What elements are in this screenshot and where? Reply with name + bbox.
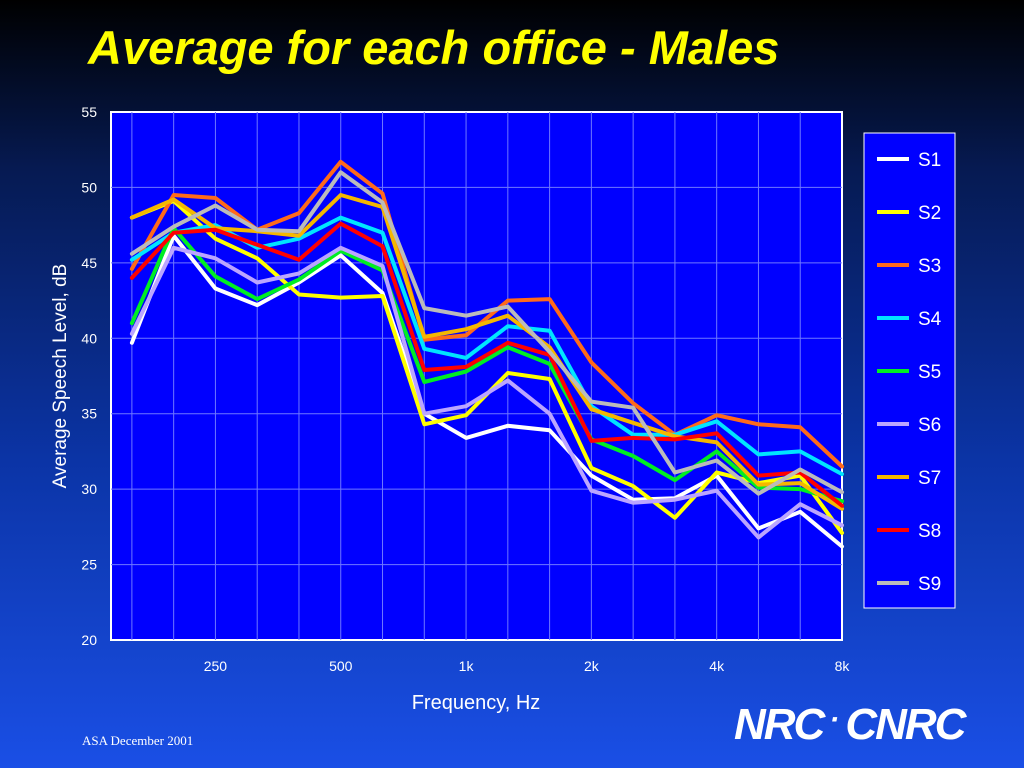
series-line-s5 xyxy=(129,226,844,504)
y-tick-label: 55 xyxy=(81,104,97,120)
series-line-s1 xyxy=(129,233,844,549)
y-tick-label: 45 xyxy=(81,255,97,271)
legend-label-s5: S5 xyxy=(918,362,941,383)
series-line-s6 xyxy=(129,245,844,540)
legend-label-s9: S9 xyxy=(918,574,941,595)
x-tick-label: 4k xyxy=(709,658,725,674)
legend-label-s4: S4 xyxy=(918,309,942,330)
legend-label-s6: S6 xyxy=(918,415,941,436)
x-tick-label: 8k xyxy=(835,658,851,674)
logo-left: NRC xyxy=(734,700,825,749)
legend-label-s1: S1 xyxy=(918,150,941,171)
legend-label-s7: S7 xyxy=(918,468,941,489)
series-lines xyxy=(129,159,844,549)
series-line-s9 xyxy=(129,170,844,496)
y-tick-label: 35 xyxy=(81,406,97,422)
logo-separator: · xyxy=(829,703,840,736)
y-axis-label: Average Speech Level, dB xyxy=(50,264,71,489)
nrc-cnrc-logo: NRC · CNRC xyxy=(734,700,966,750)
axis-ticks: 20 25 30 35 40 45 50 55 250 500 1k 2k 4k 8k xyxy=(81,104,850,674)
x-tick-label: 500 xyxy=(329,658,353,674)
y-tick-label: 30 xyxy=(81,481,97,497)
y-tick-label: 50 xyxy=(81,179,97,195)
legend-label-s2: S2 xyxy=(918,203,941,224)
logo-right: CNRC xyxy=(845,700,966,749)
legend: S1 S2 S3 S4 S5 S6 S7 S8 S9 xyxy=(877,150,942,595)
y-tick-label: 25 xyxy=(81,557,97,573)
legend-label-s8: S8 xyxy=(918,521,941,542)
y-tick-label: 20 xyxy=(81,632,97,648)
legend-label-s3: S3 xyxy=(918,256,941,277)
x-axis-label: Frequency, Hz xyxy=(412,692,541,714)
series-line-s7 xyxy=(129,193,844,511)
x-tick-label: 1k xyxy=(459,658,475,674)
footer-note: ASA December 2001 xyxy=(82,733,194,748)
x-tick-label: 250 xyxy=(204,658,228,674)
series-line-s8 xyxy=(129,221,844,508)
y-tick-label: 40 xyxy=(81,330,97,346)
x-tick-label: 2k xyxy=(584,658,600,674)
slide-title: Average for each office - Males xyxy=(88,21,780,74)
plot-area xyxy=(110,111,843,641)
